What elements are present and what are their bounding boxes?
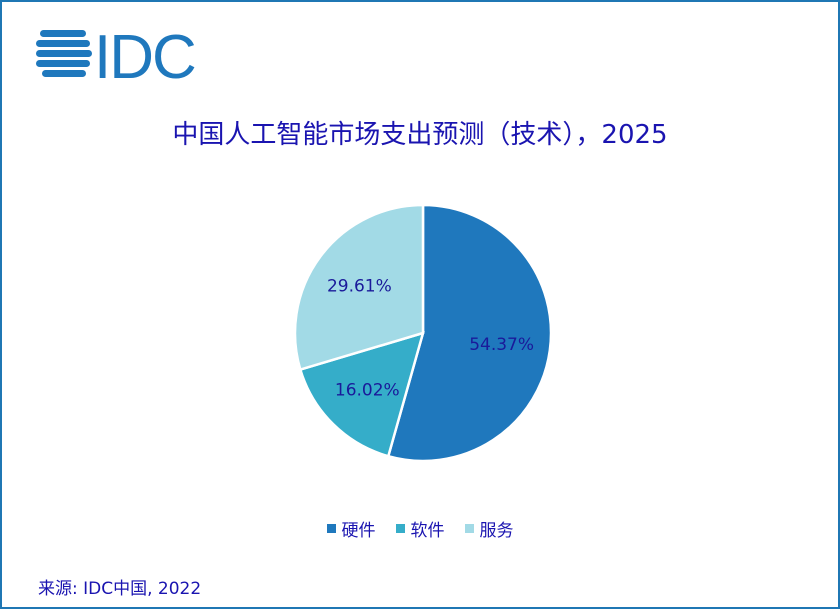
legend-item: 软件 [395,516,445,541]
legend-swatch [326,524,336,533]
data-label: 16.02% [335,381,400,401]
idc-logo: IDC [36,26,197,82]
legend: 硬件 软件 服务 [2,516,838,541]
legend-swatch [464,524,474,533]
legend-item: 硬件 [326,516,376,541]
source-note: 来源: IDC中国, 2022 [38,579,202,599]
legend-swatch [395,524,405,533]
pie-slice-0 [386,203,553,463]
legend-item: 服务 [464,516,514,541]
pie-slice-2 [293,203,425,372]
pie-chart: 54.37% 16.02% 29.61% [293,203,553,463]
legend-label: 服务 [479,521,514,541]
legend-label: 硬件 [341,521,376,541]
data-label: 54.37% [469,335,534,355]
pie-slice-1 [298,331,425,458]
svg-text:IDC: IDC [94,26,195,82]
legend-label: 软件 [410,521,445,541]
data-label: 29.61% [327,277,392,297]
chart-title: 中国人工智能市场支出预测（技术），2025 [172,120,668,150]
